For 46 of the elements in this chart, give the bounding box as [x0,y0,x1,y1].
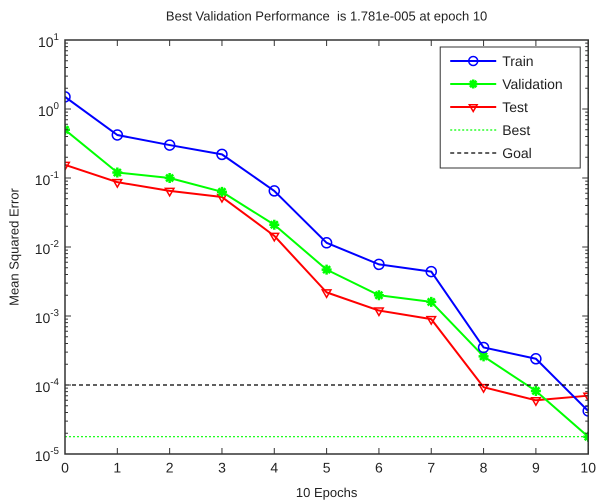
x-tick-label: 8 [480,459,488,476]
legend-label: Best [502,122,530,138]
legend-label: Train [502,52,534,69]
chart-title: Best Validation Performance is 1.781e-005 at epoch 10 [166,8,488,24]
x-tick-label: 5 [322,459,331,476]
point [268,185,280,197]
point [530,353,542,365]
point [374,307,384,316]
point [268,218,281,232]
point [216,194,228,203]
x-tick-label: 6 [375,459,384,476]
legend-label: Test [502,98,528,115]
point [320,237,332,249]
x-tick-label: 4 [270,459,278,476]
point [216,186,228,198]
point [164,139,176,151]
x-tick-label: 2 [166,459,174,476]
x-tick-label: 3 [218,459,226,476]
legend-label: Goal [502,144,532,161]
point [425,296,438,308]
x-tick-label: 0 [61,459,70,476]
point [426,316,436,325]
point [478,384,489,393]
x-tick-label: 1 [113,459,122,476]
point [216,148,228,160]
point [163,172,176,184]
y-axis-title: Mean Squared Error [6,187,22,306]
x-tick-label: 10 [580,459,596,476]
point [322,289,332,298]
x-tick-label: 9 [532,459,540,476]
point [164,188,175,197]
point [478,342,490,354]
point [373,258,385,270]
point [426,266,437,278]
x-tick-label: 7 [427,459,436,476]
point [269,232,280,242]
point [320,263,333,276]
legend-label: Validation [502,76,563,92]
point [530,397,541,406]
point [111,166,124,179]
x-axis-title: 10 Epochs [296,484,358,500]
point [477,350,490,363]
point [530,384,542,398]
point [112,178,122,188]
point [372,288,386,302]
point [112,129,124,141]
